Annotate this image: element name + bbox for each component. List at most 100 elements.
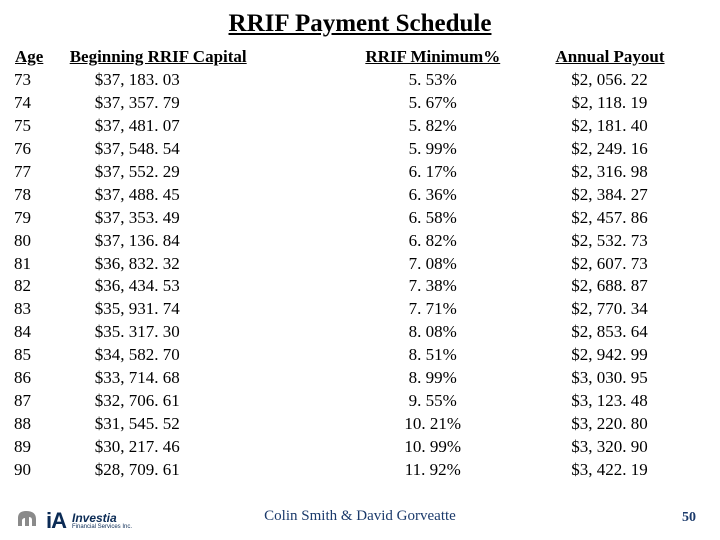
cell-minimum: 8. 08%: [337, 321, 529, 344]
cell-capital: $34, 582. 70: [69, 344, 337, 367]
table-row: 83$35, 931. 747. 71%$2, 770. 34: [14, 298, 710, 321]
table-row: 73$37, 183. 035. 53%$2, 056. 22: [14, 69, 710, 92]
cell-age: 77: [14, 161, 69, 184]
cell-minimum: 11. 92%: [337, 459, 529, 482]
cell-capital: $37, 552. 29: [69, 161, 337, 184]
cell-age: 90: [14, 459, 69, 482]
cell-age: 83: [14, 298, 69, 321]
cell-payout: $2, 688. 87: [529, 275, 710, 298]
page-number: 50: [682, 510, 696, 526]
cell-payout: $3, 320. 90: [529, 436, 710, 459]
cell-age: 74: [14, 92, 69, 115]
cell-minimum: 10. 99%: [337, 436, 529, 459]
table-row: 76$37, 548. 545. 99%$2, 249. 16: [14, 138, 710, 161]
cell-minimum: 6. 17%: [337, 161, 529, 184]
slide: RRIF Payment Schedule Age Beginning RRIF…: [0, 0, 720, 540]
table-row: 90$28, 709. 6111. 92%$3, 422. 19: [14, 459, 710, 482]
cell-capital: $33, 714. 68: [69, 367, 337, 390]
cell-capital: $37, 183. 03: [69, 69, 337, 92]
cell-payout: $3, 030. 95: [529, 367, 710, 390]
col-header-age: Age: [14, 46, 69, 69]
cell-payout: $2, 457. 86: [529, 207, 710, 230]
cell-payout: $3, 422. 19: [529, 459, 710, 482]
table-header-row: Age Beginning RRIF Capital RRIF Minimum%…: [14, 46, 710, 69]
table-row: 77$37, 552. 296. 17%$2, 316. 98: [14, 161, 710, 184]
cell-age: 81: [14, 253, 69, 276]
col-header-minimum: RRIF Minimum%: [337, 46, 529, 69]
table-row: 74$37, 357. 795. 67%$2, 118. 19: [14, 92, 710, 115]
cell-age: 78: [14, 184, 69, 207]
table-row: 88$31, 545. 5210. 21%$3, 220. 80: [14, 413, 710, 436]
cell-minimum: 5. 82%: [337, 115, 529, 138]
cell-minimum: 7. 38%: [337, 275, 529, 298]
cell-age: 85: [14, 344, 69, 367]
cell-payout: $2, 316. 98: [529, 161, 710, 184]
cell-capital: $35. 317. 30: [69, 321, 337, 344]
cell-capital: $31, 545. 52: [69, 413, 337, 436]
cell-minimum: 8. 99%: [337, 367, 529, 390]
cell-capital: $37, 548. 54: [69, 138, 337, 161]
cell-age: 88: [14, 413, 69, 436]
cell-capital: $37, 481. 07: [69, 115, 337, 138]
table-row: 79$37, 353. 496. 58%$2, 457. 86: [14, 207, 710, 230]
cell-minimum: 6. 36%: [337, 184, 529, 207]
cell-payout: $2, 853. 64: [529, 321, 710, 344]
cell-age: 75: [14, 115, 69, 138]
payment-table: Age Beginning RRIF Capital RRIF Minimum%…: [14, 46, 710, 482]
cell-capital: $36, 434. 53: [69, 275, 337, 298]
footer: iA Investia Financial Services Inc. Coli…: [0, 490, 720, 540]
cell-minimum: 7. 71%: [337, 298, 529, 321]
payment-table-wrap: Age Beginning RRIF Capital RRIF Minimum%…: [0, 46, 720, 482]
table-row: 86$33, 714. 688. 99%$3, 030. 95: [14, 367, 710, 390]
cell-payout: $3, 220. 80: [529, 413, 710, 436]
cell-payout: $2, 181. 40: [529, 115, 710, 138]
table-row: 81$36, 832. 327. 08%$2, 607. 73: [14, 253, 710, 276]
cell-minimum: 10. 21%: [337, 413, 529, 436]
cell-capital: $35, 931. 74: [69, 298, 337, 321]
table-row: 80$37, 136. 846. 82%$2, 532. 73: [14, 230, 710, 253]
table-row: 75$37, 481. 075. 82%$2, 181. 40: [14, 115, 710, 138]
table-row: 84$35. 317. 308. 08%$2, 853. 64: [14, 321, 710, 344]
cell-minimum: 5. 67%: [337, 92, 529, 115]
cell-age: 76: [14, 138, 69, 161]
page-title: RRIF Payment Schedule: [0, 0, 720, 46]
cell-minimum: 9. 55%: [337, 390, 529, 413]
cell-payout: $2, 607. 73: [529, 253, 710, 276]
cell-capital: $36, 832. 32: [69, 253, 337, 276]
cell-age: 79: [14, 207, 69, 230]
cell-age: 89: [14, 436, 69, 459]
cell-payout: $2, 532. 73: [529, 230, 710, 253]
cell-capital: $37, 136. 84: [69, 230, 337, 253]
cell-capital: $32, 706. 61: [69, 390, 337, 413]
cell-payout: $2, 942. 99: [529, 344, 710, 367]
table-row: 89$30, 217. 4610. 99%$3, 320. 90: [14, 436, 710, 459]
table-row: 87$32, 706. 619. 55%$3, 123. 48: [14, 390, 710, 413]
footer-authors: Colin Smith & David Gorveatte: [0, 508, 720, 525]
cell-minimum: 5. 99%: [337, 138, 529, 161]
cell-minimum: 6. 58%: [337, 207, 529, 230]
cell-age: 82: [14, 275, 69, 298]
col-header-capital: Beginning RRIF Capital: [69, 46, 337, 69]
table-row: 78$37, 488. 456. 36%$2, 384. 27: [14, 184, 710, 207]
cell-age: 73: [14, 69, 69, 92]
cell-capital: $30, 217. 46: [69, 436, 337, 459]
table-row: 82$36, 434. 537. 38%$2, 688. 87: [14, 275, 710, 298]
cell-age: 84: [14, 321, 69, 344]
cell-minimum: 6. 82%: [337, 230, 529, 253]
cell-payout: $2, 384. 27: [529, 184, 710, 207]
cell-minimum: 8. 51%: [337, 344, 529, 367]
cell-payout: $3, 123. 48: [529, 390, 710, 413]
cell-payout: $2, 770. 34: [529, 298, 710, 321]
table-row: 85$34, 582. 708. 51%$2, 942. 99: [14, 344, 710, 367]
cell-payout: $2, 056. 22: [529, 69, 710, 92]
cell-capital: $37, 488. 45: [69, 184, 337, 207]
cell-capital: $37, 357. 79: [69, 92, 337, 115]
cell-capital: $37, 353. 49: [69, 207, 337, 230]
cell-capital: $28, 709. 61: [69, 459, 337, 482]
cell-payout: $2, 118. 19: [529, 92, 710, 115]
cell-payout: $2, 249. 16: [529, 138, 710, 161]
cell-age: 80: [14, 230, 69, 253]
cell-age: 86: [14, 367, 69, 390]
cell-minimum: 5. 53%: [337, 69, 529, 92]
cell-age: 87: [14, 390, 69, 413]
